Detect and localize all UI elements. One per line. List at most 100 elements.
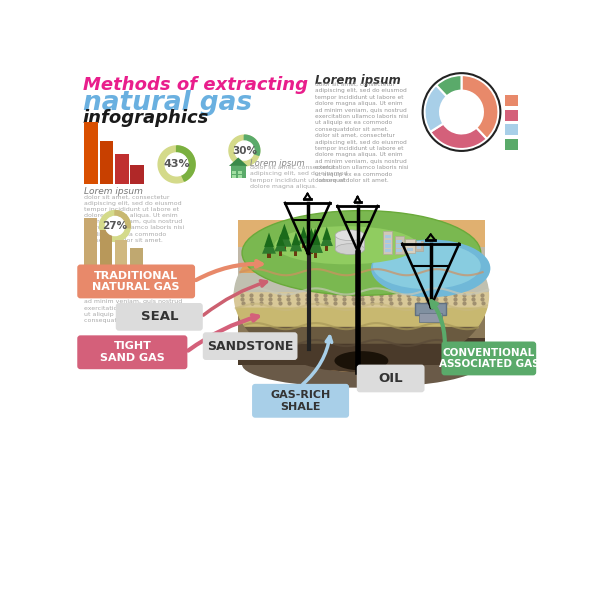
Text: 43%: 43% <box>163 160 190 169</box>
FancyBboxPatch shape <box>335 235 364 249</box>
Polygon shape <box>176 146 195 181</box>
FancyBboxPatch shape <box>115 154 129 184</box>
Text: GAS-RICH
SHALE: GAS-RICH SHALE <box>271 390 331 412</box>
FancyBboxPatch shape <box>415 303 446 314</box>
Polygon shape <box>245 326 478 343</box>
FancyBboxPatch shape <box>238 172 242 175</box>
Circle shape <box>235 141 254 160</box>
FancyBboxPatch shape <box>268 253 271 259</box>
FancyBboxPatch shape <box>396 249 402 252</box>
FancyBboxPatch shape <box>238 220 485 247</box>
FancyBboxPatch shape <box>385 244 391 248</box>
Polygon shape <box>100 211 130 241</box>
FancyBboxPatch shape <box>395 236 404 254</box>
FancyBboxPatch shape <box>238 247 485 274</box>
Ellipse shape <box>373 243 481 289</box>
FancyBboxPatch shape <box>115 240 127 265</box>
FancyBboxPatch shape <box>130 165 144 184</box>
Text: Lorem ipsum: Lorem ipsum <box>250 159 304 168</box>
FancyBboxPatch shape <box>84 122 98 184</box>
Polygon shape <box>262 237 276 254</box>
Polygon shape <box>274 238 287 251</box>
Polygon shape <box>279 224 290 239</box>
FancyBboxPatch shape <box>77 335 187 369</box>
FancyBboxPatch shape <box>505 139 518 150</box>
Polygon shape <box>229 135 260 166</box>
Text: 30%: 30% <box>232 146 257 155</box>
FancyBboxPatch shape <box>505 124 518 135</box>
Text: TRADITIONAL
NATURAL GAS: TRADITIONAL NATURAL GAS <box>92 271 180 292</box>
Polygon shape <box>322 227 331 240</box>
FancyBboxPatch shape <box>302 243 305 248</box>
Polygon shape <box>310 228 320 245</box>
Polygon shape <box>307 228 316 242</box>
FancyBboxPatch shape <box>396 244 402 248</box>
FancyBboxPatch shape <box>417 241 421 244</box>
Text: natural gas: natural gas <box>83 91 252 116</box>
FancyBboxPatch shape <box>415 241 423 251</box>
FancyBboxPatch shape <box>279 251 282 256</box>
Ellipse shape <box>371 239 490 297</box>
Ellipse shape <box>235 218 488 372</box>
FancyBboxPatch shape <box>238 175 242 178</box>
FancyBboxPatch shape <box>232 172 236 175</box>
FancyBboxPatch shape <box>203 332 298 360</box>
Ellipse shape <box>274 226 418 265</box>
Polygon shape <box>308 233 323 253</box>
Wedge shape <box>436 75 461 97</box>
Polygon shape <box>298 230 309 244</box>
Text: dolor sit amet, consectetur
adipiscing elit, sed do eiusmod
tempor incididunt ut: dolor sit amet, consectetur adipiscing e… <box>250 165 347 189</box>
FancyBboxPatch shape <box>505 110 518 121</box>
FancyBboxPatch shape <box>100 141 113 184</box>
FancyBboxPatch shape <box>100 230 112 265</box>
FancyBboxPatch shape <box>505 95 518 106</box>
FancyBboxPatch shape <box>385 249 391 252</box>
FancyBboxPatch shape <box>417 246 421 249</box>
Text: dolor sit amet, consectetur
adipiscing elit, sed do eiusmod
tempor incididunt ut: dolor sit amet, consectetur adipiscing e… <box>84 275 184 323</box>
Wedge shape <box>430 124 487 149</box>
Text: Methods of extracting: Methods of extracting <box>83 76 308 94</box>
Polygon shape <box>320 230 333 246</box>
FancyBboxPatch shape <box>407 243 413 246</box>
Text: dolor sit amet, consectetur
adipiscing elit, sed do eiusmod
tempor incididunt ut: dolor sit amet, consectetur adipiscing e… <box>84 194 184 243</box>
Polygon shape <box>277 229 292 247</box>
Circle shape <box>106 217 125 236</box>
Text: Lorem ipsum: Lorem ipsum <box>84 268 143 277</box>
Polygon shape <box>276 234 285 246</box>
Text: Lorem ipsum: Lorem ipsum <box>315 74 401 86</box>
FancyBboxPatch shape <box>419 313 442 322</box>
FancyBboxPatch shape <box>238 338 485 365</box>
Text: CONVENTIONAL
ASSOCIATED GAS: CONVENTIONAL ASSOCIATED GAS <box>439 347 539 369</box>
Text: SEAL: SEAL <box>140 310 178 323</box>
Ellipse shape <box>242 211 481 295</box>
FancyBboxPatch shape <box>314 252 317 257</box>
FancyBboxPatch shape <box>357 365 425 392</box>
Ellipse shape <box>334 351 388 370</box>
Polygon shape <box>264 233 274 247</box>
FancyBboxPatch shape <box>383 232 392 254</box>
Text: SANDSTONE: SANDSTONE <box>207 340 293 353</box>
FancyBboxPatch shape <box>230 166 246 178</box>
Ellipse shape <box>242 341 481 388</box>
Polygon shape <box>292 232 300 245</box>
FancyBboxPatch shape <box>295 251 298 256</box>
FancyBboxPatch shape <box>238 293 485 316</box>
FancyBboxPatch shape <box>238 316 485 338</box>
Polygon shape <box>290 236 302 251</box>
Text: TIGHT
SAND GAS: TIGHT SAND GAS <box>100 341 164 363</box>
Circle shape <box>165 153 188 176</box>
Text: dolor sit amet, consectetur
adipiscing elit, sed do eiusmod
tempor incididunt ut: dolor sit amet, consectetur adipiscing e… <box>315 82 409 183</box>
FancyBboxPatch shape <box>77 265 195 298</box>
FancyBboxPatch shape <box>396 240 402 243</box>
Polygon shape <box>229 157 247 166</box>
FancyBboxPatch shape <box>385 240 391 243</box>
Polygon shape <box>262 343 461 372</box>
Polygon shape <box>235 292 488 307</box>
FancyBboxPatch shape <box>405 239 415 253</box>
Polygon shape <box>235 272 488 292</box>
Polygon shape <box>240 253 482 272</box>
FancyBboxPatch shape <box>325 245 328 251</box>
FancyBboxPatch shape <box>130 248 143 265</box>
FancyBboxPatch shape <box>116 303 203 331</box>
FancyBboxPatch shape <box>310 248 313 254</box>
